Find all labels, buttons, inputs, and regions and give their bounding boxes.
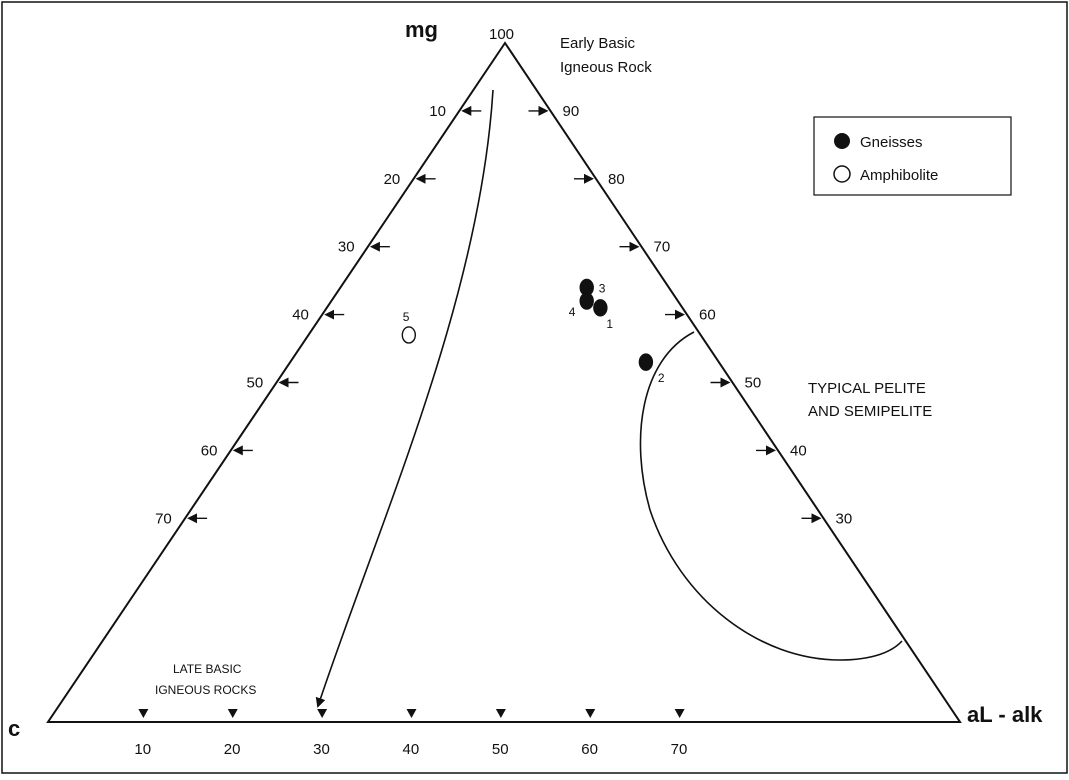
point-4: [579, 292, 594, 310]
bottom-tick-mark: [227, 709, 238, 718]
bottom-tick-mark: [495, 709, 506, 718]
bottom-tick-label: 60: [581, 741, 598, 758]
right-edge-ticks: 90 80 70 60 50 40 30: [528, 103, 853, 527]
point-2: [638, 353, 654, 371]
early-basic-label-line1: Early Basic: [560, 35, 636, 52]
bottom-tick-mark: [138, 709, 149, 718]
right-tick-label: 70: [654, 239, 671, 256]
pelite-field-outline: [639, 331, 903, 661]
vertex-label-mg: mg: [405, 17, 438, 42]
point-1: [593, 299, 608, 317]
left-tick-label: 10: [429, 103, 446, 120]
point-label-4: 4: [569, 305, 576, 319]
late-basic-trend-arrow: [315, 89, 494, 708]
late-basic-label-line1: LATE BASIC: [173, 662, 242, 676]
apex-tick-label: 100: [489, 26, 514, 43]
legend-marker-amphibolite: [833, 165, 851, 183]
pelite-label-line1: TYPICAL PELITE: [808, 380, 926, 397]
left-tick-label: 20: [384, 171, 401, 188]
point-5: [401, 326, 417, 344]
right-tick-label: 80: [608, 171, 625, 188]
legend-box: [813, 116, 1012, 196]
left-tick-label: 60: [201, 442, 218, 459]
point-label-2: 2: [658, 371, 665, 385]
bottom-tick-label: 40: [403, 741, 420, 758]
pelite-label-line2: AND SEMIPELITE: [808, 403, 932, 420]
vertex-label-al-alk: aL - alk: [967, 702, 1043, 727]
bottom-tick-label: 20: [224, 741, 241, 758]
bottom-tick-mark: [674, 709, 685, 718]
right-tick-label: 40: [790, 442, 807, 459]
late-basic-label-line2: IGNEOUS ROCKS: [155, 683, 256, 697]
legend-label-gneisses: Gneisses: [860, 134, 923, 151]
left-tick-label: 70: [155, 510, 172, 527]
left-edge-ticks: 10 20 30 40 50 60 70: [155, 103, 482, 527]
bottom-tick-mark: [406, 709, 417, 718]
bottom-tick-label: 50: [492, 741, 509, 758]
bottom-tick-label: 10: [134, 741, 151, 758]
early-basic-label-line2: Igneous Rock: [560, 59, 652, 76]
point-label-3: 3: [599, 281, 606, 295]
vertex-label-c: c: [8, 716, 20, 741]
legend: Gneisses Amphibolite: [813, 116, 1012, 196]
left-tick-label: 40: [292, 307, 309, 324]
left-tick-label: 50: [247, 375, 264, 392]
ternary-triangle: [46, 41, 962, 723]
legend-label-amphibolite: Amphibolite: [860, 167, 938, 184]
point-label-1: 1: [606, 317, 613, 331]
left-tick-label: 30: [338, 239, 355, 256]
bottom-edge-ticks: 10 20 30 40 50 60 70: [134, 709, 687, 758]
bottom-tick-mark: [317, 709, 328, 718]
data-points: 1 2 3 4 5: [401, 278, 665, 385]
legend-marker-gneisses: [834, 133, 850, 149]
right-tick-label: 90: [563, 103, 580, 120]
right-tick-label: 50: [745, 375, 762, 392]
point-label-5: 5: [403, 310, 410, 324]
right-tick-label: 30: [836, 510, 853, 527]
right-tick-label: 60: [699, 307, 716, 324]
bottom-tick-label: 30: [313, 741, 330, 758]
bottom-tick-label: 70: [671, 741, 688, 758]
bottom-tick-mark: [585, 709, 596, 718]
